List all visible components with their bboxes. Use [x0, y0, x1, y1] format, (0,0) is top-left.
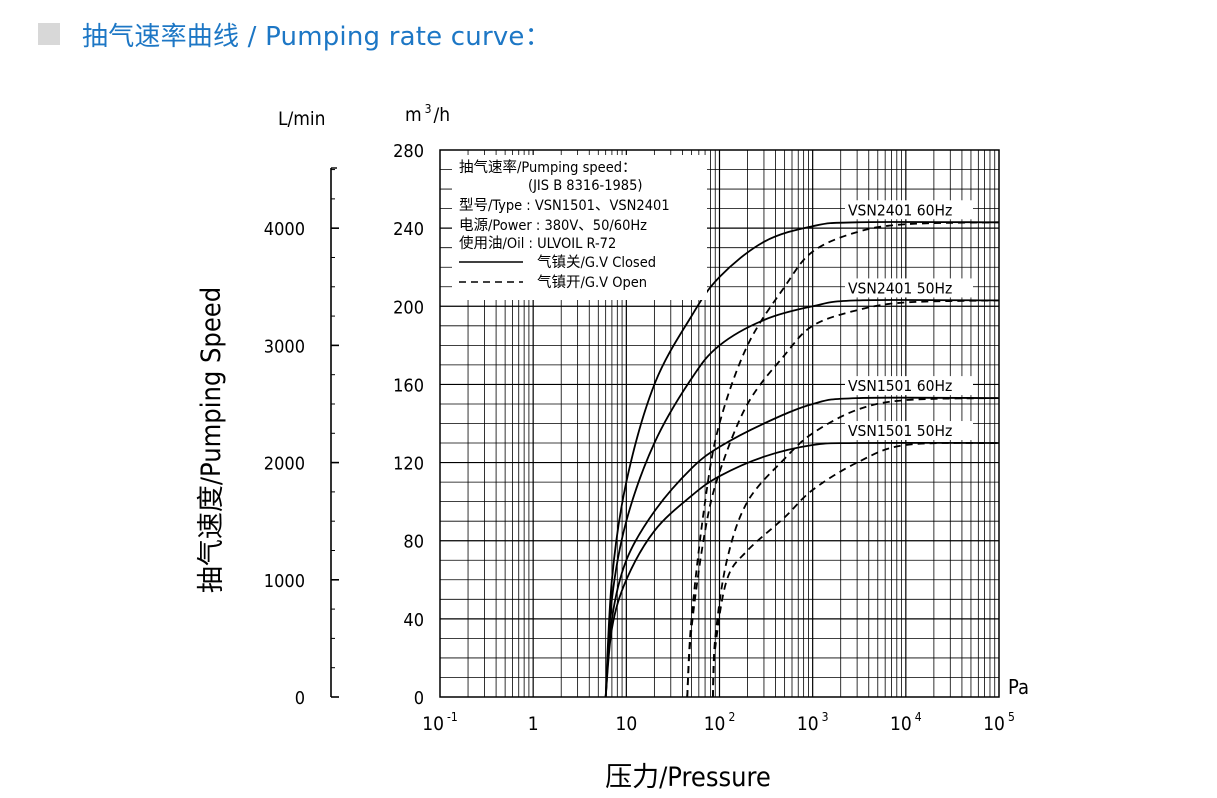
y-axis-title: 抽气速度/Pumping Speed	[196, 287, 227, 593]
legend-text: 电源/Power : 380V、50/60Hz	[459, 217, 647, 234]
y2-tick-label: 2000	[264, 454, 305, 475]
x-unit-label: Pa	[1008, 675, 1029, 699]
curve-label: VSN1501 50Hz	[848, 422, 952, 440]
legend-entry-label: 气镇关/G.V Closed	[537, 254, 656, 271]
curve-vsn2401-60hz-dashed	[686, 221, 1000, 698]
curve-vsn1501-60hz-solid	[604, 396, 1000, 698]
x-tick-label: 10 3	[797, 710, 829, 735]
x-tick-label: 10	[615, 713, 637, 735]
x-tick-label: 1	[528, 713, 539, 735]
curve-label: VSN2401 50Hz	[848, 279, 952, 297]
y2-tick-label: 0	[295, 688, 305, 709]
y-tick-label: 200	[393, 297, 424, 318]
x-tick-label: 10 -1	[422, 710, 458, 735]
curve-label-bg	[845, 200, 973, 220]
y2-tick-label: 3000	[264, 336, 305, 357]
x-axis-title: 压力/Pressure	[605, 762, 771, 793]
y2-unit-label: L/min	[278, 108, 326, 130]
legend-text: 使用油/Oil : ULVOIL R-72	[459, 235, 616, 252]
section-header: 抽气速率曲线 / Pumping rate curve：	[38, 14, 551, 54]
y-tick-label: 280	[393, 141, 424, 162]
chart-curves: VSN2401 60Hz VSN2401 50Hz VSN1501 60Hz VSN1…	[604, 200, 1000, 698]
chart-axes: 0 40 80 120 160 200 240 280 m 3/h 0 1000 2000 3000 400…	[196, 102, 1029, 793]
x-tick-label: 10 4	[890, 710, 922, 735]
y-tick-label: 160	[393, 375, 424, 396]
curve-vsn2401-50hz-dashed	[686, 299, 1000, 698]
y2-tick-label: 1000	[264, 571, 305, 592]
curve-vsn1501-60hz-dashed	[712, 397, 1000, 698]
curve-label: VSN2401 60Hz	[848, 201, 952, 219]
y-tick-label: 40	[403, 610, 424, 631]
curve-vsn2401-60hz-solid	[604, 221, 1000, 698]
legend-text: 型号/Type : VSN1501、VSN2401	[459, 197, 670, 214]
legend-box	[452, 155, 707, 300]
y-unit-label: m 3/h	[405, 102, 450, 126]
curve-label: VSN1501 60Hz	[848, 377, 952, 395]
section-title: 抽气速率曲线 / Pumping rate curve：	[82, 21, 551, 52]
y2-tick-label: 4000	[264, 219, 305, 240]
y-tick-label: 0	[414, 688, 424, 709]
x-tick-label: 10 5	[983, 710, 1015, 735]
curve-vsn1501-50hz-solid	[604, 441, 1000, 698]
curve-label-bg	[845, 278, 973, 298]
curve-vsn2401-50hz-solid	[604, 299, 1000, 698]
curve-vsn1501-50hz-dashed	[712, 442, 1000, 698]
y-tick-label: 240	[393, 219, 424, 240]
curve-label-bg	[845, 421, 973, 441]
legend-entry-label: 气镇开/G.V Open	[537, 274, 647, 291]
curve-label-bg	[845, 376, 973, 396]
legend-text: (JIS B 8316-1985)	[528, 178, 642, 194]
legend-text: 抽气速率/Pumping speed：	[459, 159, 637, 176]
y-tick-label: 80	[403, 532, 424, 553]
chart-legend: 抽气速率/Pumping speed： (JIS B 8316-1985) 型号/T…	[452, 155, 707, 300]
x-tick-label: 10 2	[704, 710, 736, 735]
header-marker	[38, 23, 60, 45]
y-tick-label: 120	[393, 454, 424, 475]
